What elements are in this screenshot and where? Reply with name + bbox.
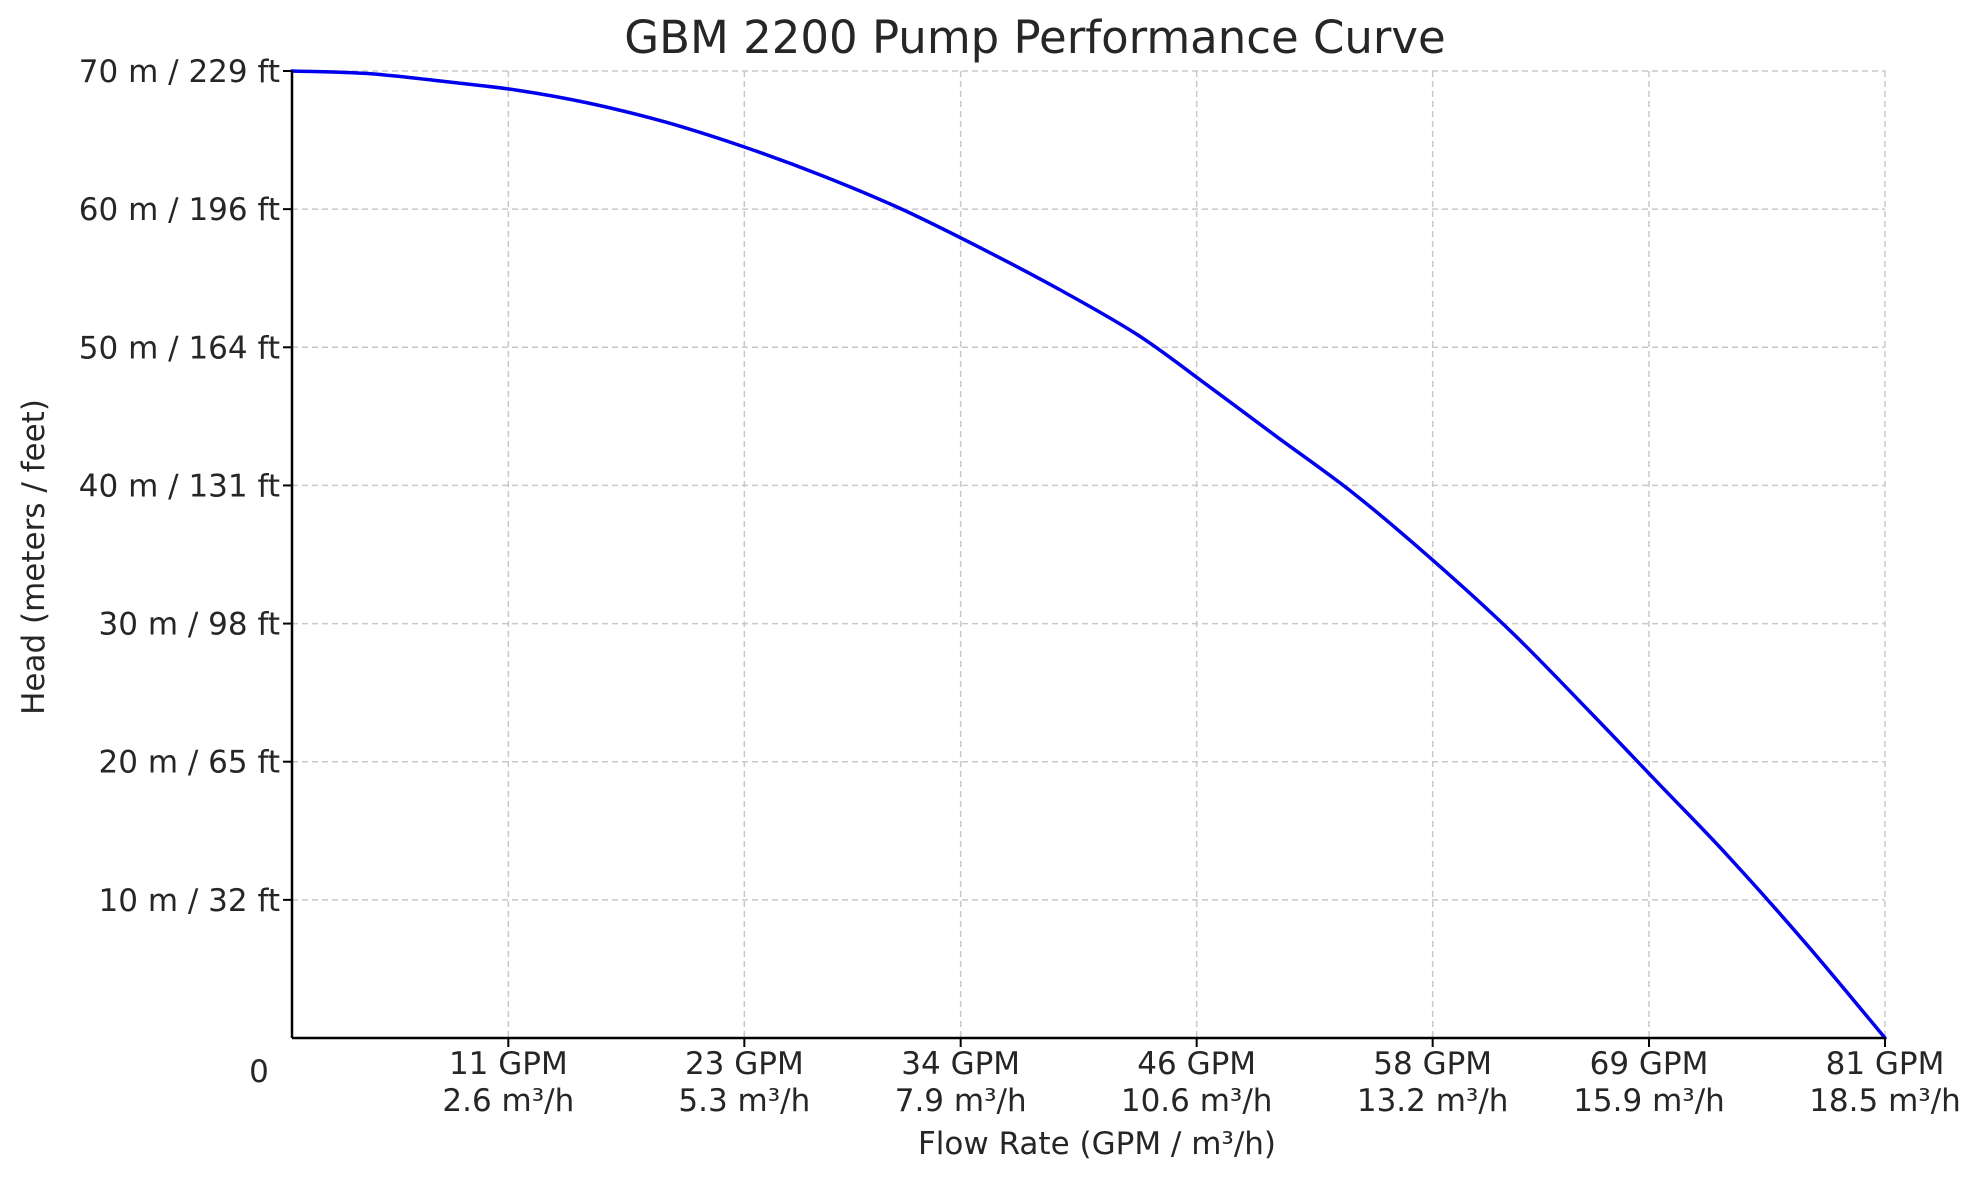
y-tick-label-1: 20 m / 65 ft [99,745,280,781]
chart-title: GBM 2200 Pump Performance Curve [624,11,1446,64]
y-tick-label-6: 70 m / 229 ft [79,54,280,90]
x-tick-label-gpm-1: 23 GPM [685,1046,804,1082]
x-tick-label-gpm-0: 11 GPM [449,1046,568,1082]
x-tick-label-gpm-3: 46 GPM [1137,1046,1256,1082]
x-tick-label-gpm-5: 69 GPM [1590,1046,1709,1082]
y-tick-label-0: 10 m / 32 ft [99,883,280,919]
y-tick-label-4: 50 m / 164 ft [79,330,280,366]
x-tick-label-m3h-0: 2.6 m³/h [442,1083,574,1119]
x-tick-label-m3h-4: 13.2 m³/h [1357,1083,1509,1119]
x-tick-label-m3h-2: 7.9 m³/h [895,1083,1027,1119]
y-tick-label-3: 40 m / 131 ft [79,468,280,504]
x-tick-label-m3h-1: 5.3 m³/h [678,1083,810,1119]
x-tick-label-m3h-5: 15.9 m³/h [1573,1083,1725,1119]
x-tick-label-m3h-6: 18.5 m³/h [1809,1083,1961,1119]
x-tick-label-gpm-4: 58 GPM [1373,1046,1492,1082]
x-tick-label-m3h-3: 10.6 m³/h [1121,1083,1273,1119]
series-line [290,69,1887,1040]
grid-lines [292,70,1886,1038]
y-tick-label-2: 30 m / 98 ft [99,607,280,643]
x-tick-label-gpm-2: 34 GPM [901,1046,1020,1082]
axis-ticks: 10 m / 32 ft 20 m / 65 ft 30 m / 98 ft 40 m… [79,54,1961,1119]
x-axis-label: Flow Rate (GPM / m³/h) [918,1126,1276,1162]
y-axis-label: Head (meters / feet) [16,399,52,715]
origin-tick-label: 0 [249,1054,269,1090]
x-tick-label-gpm-6: 81 GPM [1826,1046,1945,1082]
y-tick-label-5: 60 m / 196 ft [79,192,280,228]
